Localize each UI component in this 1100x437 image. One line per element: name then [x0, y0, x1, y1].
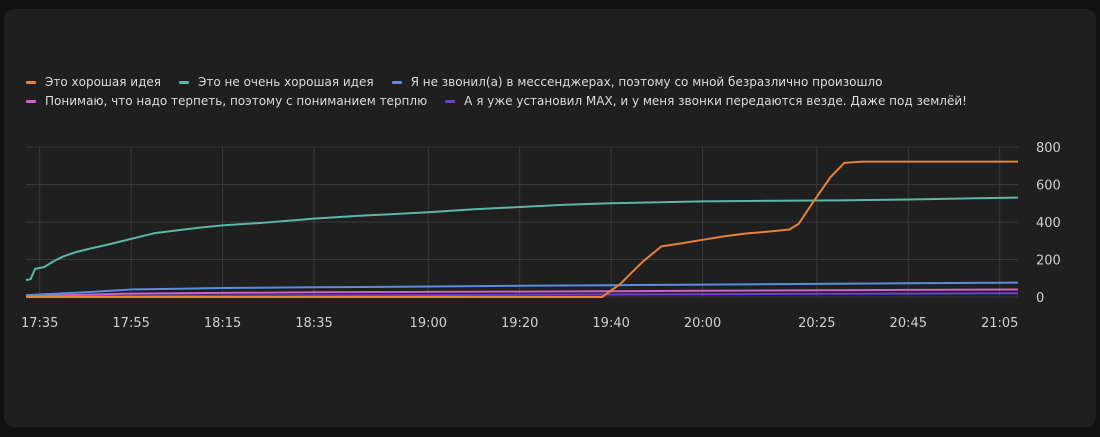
x-axis-labels: 17:35 17:55 18:15 18:35 19:00 19:20 19:40 20:00… — [21, 316, 1018, 331]
x-tick-label: 18:35 — [295, 316, 332, 331]
x-tick-label: 17:55 — [112, 316, 149, 331]
legend-item-max-installed[interactable]: А я уже установил MAX, и у меня звонки п… — [445, 92, 967, 111]
legend-label: Это хорошая идея — [45, 75, 161, 89]
chart-panel — [4, 9, 1096, 427]
legend-item-good-idea[interactable]: Это хорошая идея — [26, 73, 161, 92]
x-tick-label: 20:00 — [684, 316, 721, 331]
legend-swatch — [179, 81, 189, 84]
series-line — [25, 288, 1019, 298]
x-tick-label: 20:25 — [798, 316, 835, 331]
x-tick-label: 17:35 — [21, 316, 58, 331]
legend-label: Понимаю, что надо терпеть, поэтому с пон… — [45, 94, 428, 108]
y-tick-label: 800 — [1036, 141, 1061, 156]
series-line — [25, 281, 1019, 297]
x-tick-label: 19:00 — [410, 316, 447, 331]
legend-item-not-good-idea[interactable]: Это не очень хорошая идея — [179, 73, 374, 92]
legend-row-1: Это хорошая идея Это не очень хорошая ид… — [26, 73, 1066, 92]
series-line — [25, 196, 1019, 282]
chart-grid — [26, 146, 1018, 298]
y-tick-label: 600 — [1036, 179, 1061, 194]
x-tick-label: 20:45 — [890, 316, 927, 331]
legend-label: Это не очень хорошая идея — [198, 75, 374, 89]
legend-row-2: Понимаю, что надо терпеть, поэтому с пон… — [26, 92, 1066, 111]
y-tick-label: 0 — [1036, 291, 1044, 306]
chart-legend: Это хорошая идея Это не очень хорошая ид… — [26, 73, 1066, 111]
series-line — [26, 160, 1018, 298]
legend-label: Я не звонил(а) в мессенджерах, поэтому с… — [410, 75, 883, 89]
x-tick-label: 21:05 — [981, 316, 1018, 331]
legend-swatch — [391, 81, 402, 84]
y-tick-label: 200 — [1036, 254, 1061, 269]
legend-swatch — [26, 100, 36, 103]
series-line — [25, 292, 1019, 298]
legend-item-no-messenger-calls[interactable]: Я не звонил(а) в мессенджерах, поэтому с… — [391, 73, 883, 92]
x-tick-label: 18:15 — [204, 316, 241, 331]
x-tick-label: 19:20 — [501, 316, 538, 331]
legend-item-patience[interactable]: Понимаю, что надо терпеть, поэтому с пон… — [26, 92, 427, 111]
legend-swatch — [445, 100, 456, 103]
legend-label: А я уже установил MAX, и у меня звонки п… — [464, 94, 967, 108]
y-axis-labels: 0 200 400 600 800 — [1036, 141, 1061, 306]
chart-series-lines — [25, 160, 1019, 298]
y-tick-label: 400 — [1036, 216, 1061, 231]
legend-swatch — [26, 81, 36, 84]
x-tick-label: 19:40 — [592, 316, 629, 331]
